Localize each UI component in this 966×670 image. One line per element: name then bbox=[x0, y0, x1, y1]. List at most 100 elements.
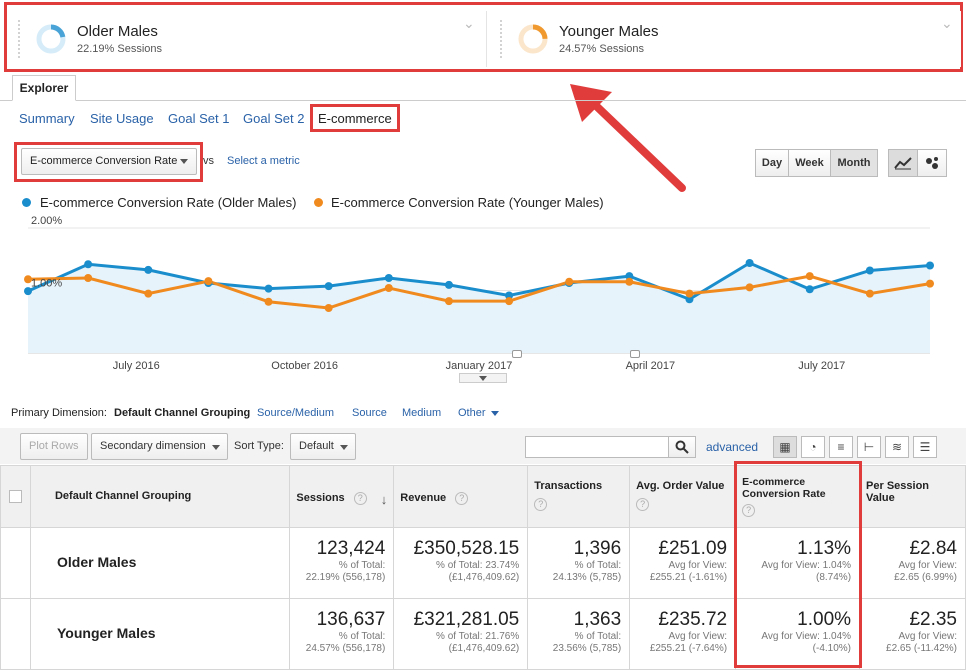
caret-down-icon bbox=[340, 445, 348, 450]
drag-handle[interactable] bbox=[17, 19, 21, 59]
data-point[interactable] bbox=[926, 261, 934, 270]
search-icon[interactable] bbox=[668, 436, 696, 458]
metric-cell: 1.00% Avg for View: 1.04% (-4.10%) bbox=[735, 598, 861, 670]
help-icon[interactable]: ? bbox=[636, 498, 650, 511]
annotation-marker-icon[interactable] bbox=[630, 350, 640, 358]
data-point[interactable] bbox=[264, 297, 273, 306]
column-header-dimension[interactable]: Default Channel Grouping bbox=[29, 465, 291, 528]
table-row[interactable]: Older Males 123,424% of Total: 22.19% (556… bbox=[0, 527, 966, 599]
data-point[interactable] bbox=[384, 284, 393, 292]
dimension-link-medium[interactable]: Medium bbox=[402, 407, 442, 419]
data-table: Default Channel Grouping Sessions ? ↓ Re… bbox=[0, 465, 966, 670]
data-point[interactable] bbox=[625, 272, 634, 281]
metric-value: 123,424 bbox=[316, 538, 386, 559]
column-header-sessions[interactable]: Sessions ? ↓ bbox=[289, 465, 395, 528]
subtab-goal-set-2[interactable]: Goal Set 2 bbox=[243, 111, 305, 126]
line-chart-icon[interactable] bbox=[888, 149, 918, 177]
week-button[interactable]: Week bbox=[788, 149, 831, 177]
metric-comparison: £2.65 (6.99%) bbox=[894, 572, 957, 583]
caret-down-icon bbox=[180, 159, 188, 164]
data-point[interactable] bbox=[444, 280, 453, 289]
column-header-transactions[interactable]: Transactions ? bbox=[527, 465, 631, 528]
help-icon[interactable]: ? bbox=[353, 492, 367, 505]
data-point[interactable] bbox=[444, 297, 453, 306]
metric-value: £2.84 bbox=[909, 538, 957, 559]
tab-explorer[interactable]: Explorer bbox=[12, 75, 76, 101]
highlight-box bbox=[734, 461, 862, 668]
subtab-site-usage[interactable]: Site Usage bbox=[90, 111, 154, 126]
column-header-avg-order-value[interactable]: Avg. Order Value ? bbox=[629, 465, 737, 528]
data-point[interactable] bbox=[384, 274, 393, 282]
data-point[interactable] bbox=[505, 291, 514, 300]
pie-view-icon[interactable]: ◔ bbox=[801, 436, 825, 458]
subtab-ecommerce[interactable]: E-commerce bbox=[318, 111, 392, 126]
data-point[interactable] bbox=[144, 289, 153, 298]
data-point[interactable] bbox=[505, 297, 514, 306]
data-point[interactable] bbox=[865, 266, 874, 275]
data-point[interactable] bbox=[324, 304, 333, 312]
comparison-view-icon[interactable]: ⊢ bbox=[857, 436, 881, 458]
day-button[interactable]: Day bbox=[755, 149, 789, 177]
segment-name: Older Males bbox=[77, 23, 158, 40]
plot-rows-button[interactable]: Plot Rows bbox=[20, 433, 88, 460]
data-point[interactable] bbox=[204, 277, 213, 286]
select-metric-link[interactable]: Select a metric bbox=[227, 155, 300, 167]
help-icon[interactable]: ? bbox=[742, 504, 756, 517]
data-point[interactable] bbox=[685, 289, 694, 298]
pivot-view-icon[interactable]: ☰ bbox=[913, 436, 937, 458]
data-point[interactable] bbox=[745, 259, 754, 267]
table-row[interactable]: Younger Males 136,637% of Total: 24.57% (5… bbox=[0, 598, 966, 670]
data-point[interactable] bbox=[264, 284, 273, 293]
data-point[interactable] bbox=[926, 279, 934, 288]
dimension-link-other[interactable]: Other bbox=[458, 407, 499, 419]
row-segment-name: Older Males bbox=[29, 527, 291, 599]
column-header-revenue[interactable]: Revenue ? bbox=[393, 465, 529, 528]
advanced-link[interactable]: advanced bbox=[706, 440, 759, 454]
annotation-marker-icon[interactable] bbox=[512, 350, 522, 358]
data-point[interactable] bbox=[24, 287, 32, 296]
data-point[interactable] bbox=[324, 282, 333, 291]
table-view-icon[interactable]: ▦ bbox=[773, 436, 797, 458]
dimension-link-source-medium[interactable]: Source/Medium bbox=[257, 407, 335, 419]
metric-comparison: % of Total: bbox=[338, 560, 386, 571]
help-icon[interactable]: ? bbox=[455, 492, 469, 505]
column-header-per-session-value[interactable]: Per Session Value bbox=[859, 465, 966, 528]
data-point[interactable] bbox=[745, 283, 754, 292]
data-point[interactable] bbox=[84, 274, 93, 282]
data-point[interactable] bbox=[805, 285, 814, 294]
sort-type-dropdown[interactable]: Default bbox=[290, 433, 356, 460]
select-all-checkbox[interactable] bbox=[9, 490, 22, 503]
data-point[interactable] bbox=[144, 265, 153, 274]
x-tick-label: October 2016 bbox=[271, 360, 338, 372]
term-cloud-icon[interactable]: ≋ bbox=[885, 436, 909, 458]
motion-chart-icon[interactable] bbox=[917, 149, 947, 177]
metric-value: £251.09 bbox=[658, 538, 728, 559]
data-point[interactable] bbox=[625, 277, 634, 286]
metric-comparison: % of Total: 21.76% bbox=[436, 631, 520, 642]
chevron-down-icon[interactable]: ⌄ bbox=[941, 15, 953, 31]
subtab-summary[interactable]: Summary bbox=[19, 111, 75, 126]
metric-comparison: Avg for View: bbox=[668, 560, 728, 571]
tab-divider bbox=[0, 100, 966, 101]
performance-view-icon[interactable]: ≡ bbox=[829, 436, 853, 458]
expand-annotations-button[interactable] bbox=[459, 373, 507, 383]
data-point[interactable] bbox=[685, 295, 694, 304]
metric-comparison: Avg for View: 1.04% bbox=[761, 631, 852, 642]
data-point[interactable] bbox=[865, 289, 874, 298]
data-point[interactable] bbox=[805, 272, 814, 281]
table-search-input[interactable] bbox=[525, 436, 669, 458]
data-point[interactable] bbox=[24, 275, 32, 284]
chevron-down-icon[interactable]: ⌄ bbox=[463, 15, 475, 31]
metric-dropdown[interactable]: E-commerce Conversion Rate bbox=[21, 148, 197, 175]
data-point[interactable] bbox=[84, 260, 93, 269]
segment-card-older-males[interactable]: Older Males 22.19% Sessions ⌄ bbox=[11, 11, 487, 67]
month-button[interactable]: Month bbox=[830, 149, 878, 177]
drag-handle[interactable] bbox=[499, 19, 503, 59]
metric-comparison: (£1,476,409.62) bbox=[448, 643, 520, 654]
secondary-dimension-dropdown[interactable]: Secondary dimension bbox=[91, 433, 228, 460]
segment-card-younger-males[interactable]: Younger Males 24.57% Sessions ⌄ bbox=[493, 11, 961, 67]
help-icon[interactable]: ? bbox=[534, 498, 548, 511]
subtab-goal-set-1[interactable]: Goal Set 1 bbox=[168, 111, 230, 126]
dimension-link-source[interactable]: Source bbox=[352, 407, 387, 419]
data-point[interactable] bbox=[565, 277, 574, 286]
